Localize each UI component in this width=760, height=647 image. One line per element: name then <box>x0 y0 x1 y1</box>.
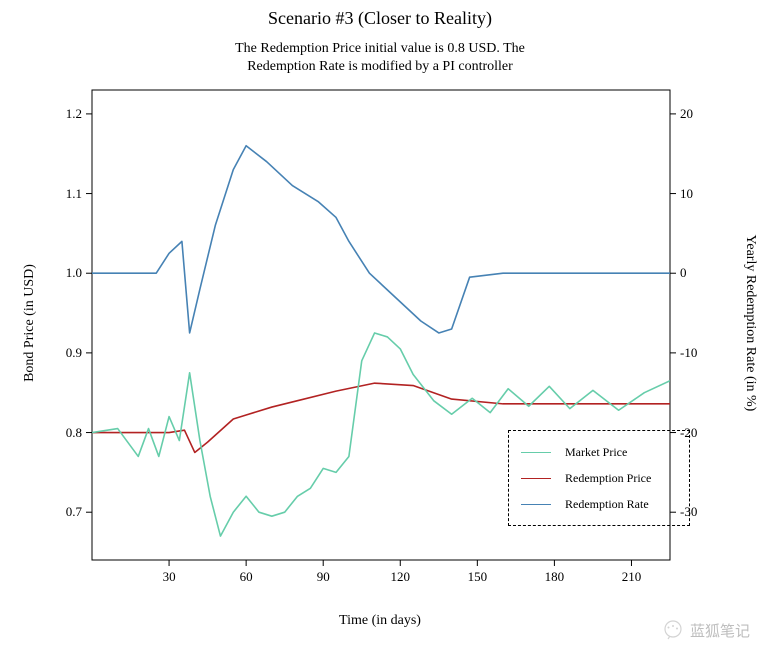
legend-box: Market Price Redemption Price Redemption R… <box>508 430 690 526</box>
legend-swatch <box>521 478 551 479</box>
legend-item-redemption_rate: Redemption Rate <box>521 491 677 517</box>
x-tick-label: 60 <box>231 569 261 585</box>
y-left-tick-label: 1.2 <box>66 106 82 122</box>
legend-item-redemption_price: Redemption Price <box>521 465 677 491</box>
y-axis-label-left: Bond Price (in USD) <box>22 243 38 403</box>
y-right-tick-label: -10 <box>680 345 697 361</box>
watermark-icon <box>662 619 684 641</box>
y-right-tick-label: 0 <box>680 265 687 281</box>
y-left-tick-label: 0.9 <box>66 345 82 361</box>
legend-swatch <box>521 452 551 453</box>
legend-item-market_price: Market Price <box>521 439 677 465</box>
legend-label: Redemption Price <box>565 471 651 486</box>
watermark: 蓝狐笔记 <box>662 619 750 641</box>
y-left-tick-label: 0.8 <box>66 425 82 441</box>
x-tick-label: 210 <box>616 569 646 585</box>
watermark-text: 蓝狐笔记 <box>690 620 750 641</box>
plot-svg <box>0 0 760 647</box>
legend-label: Market Price <box>565 445 627 460</box>
chart-container: Scenario #3 (Closer to Reality) The Rede… <box>0 0 760 647</box>
y-axis-label-right: Yearly Redemption Rate (in %) <box>742 213 758 433</box>
x-tick-label: 30 <box>154 569 184 585</box>
x-tick-label: 90 <box>308 569 338 585</box>
legend-label: Redemption Rate <box>565 497 649 512</box>
x-tick-label: 120 <box>385 569 415 585</box>
x-tick-label: 180 <box>539 569 569 585</box>
y-right-tick-label: 10 <box>680 186 693 202</box>
y-right-tick-label: 20 <box>680 106 693 122</box>
legend-swatch <box>521 504 551 505</box>
y-left-tick-label: 0.7 <box>66 504 82 520</box>
x-axis-label: Time (in days) <box>0 613 760 629</box>
x-tick-label: 150 <box>462 569 492 585</box>
y-left-tick-label: 1.0 <box>66 265 82 281</box>
y-left-tick-label: 1.1 <box>66 186 82 202</box>
